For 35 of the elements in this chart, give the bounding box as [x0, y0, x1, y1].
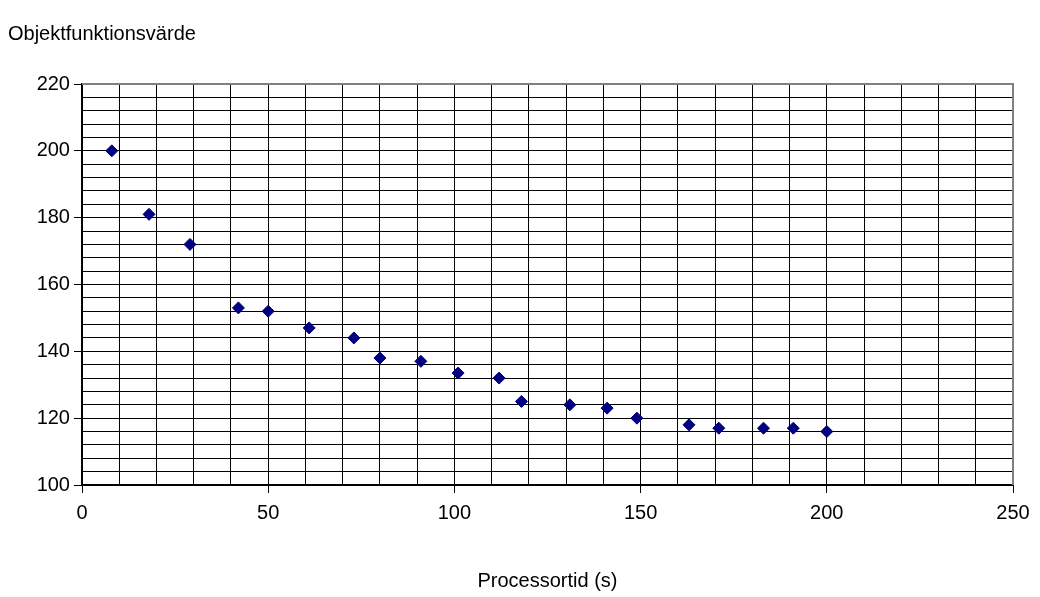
x-tick-label: 200: [810, 500, 844, 523]
point: [183, 237, 197, 251]
point: [105, 144, 119, 158]
x-tick-label: 0: [76, 500, 88, 523]
point: [414, 354, 428, 368]
y-axis-title: Objektfunktionsvärde: [8, 22, 196, 45]
y-tick-label: 200: [36, 138, 70, 161]
point: [142, 207, 156, 221]
point: [302, 321, 316, 335]
y-tick-label: 140: [36, 338, 70, 361]
point: [682, 418, 696, 432]
point: [712, 421, 726, 435]
x-axis-title: Processortid (s): [477, 568, 618, 591]
point: [347, 331, 361, 345]
point: [820, 425, 834, 439]
point: [600, 401, 614, 415]
x-tick-label: 100: [437, 500, 472, 523]
y-tick-label: 100: [36, 472, 70, 495]
point: [373, 351, 387, 365]
point: [451, 366, 465, 380]
y-tick-label: 120: [36, 405, 70, 428]
y-tick-label: 220: [36, 71, 70, 94]
point: [563, 398, 577, 412]
point: [492, 371, 506, 385]
point: [756, 421, 770, 435]
x-tick-label: 150: [623, 500, 658, 523]
x-tick-label: 250: [996, 500, 1030, 523]
point: [786, 421, 800, 435]
point: [231, 301, 245, 315]
y-tick-label: 160: [36, 272, 70, 295]
y-tick-label: 180: [36, 205, 70, 228]
x-tick-label: 50: [257, 500, 280, 523]
point: [630, 411, 644, 425]
point: [261, 304, 275, 318]
point: [514, 394, 528, 408]
